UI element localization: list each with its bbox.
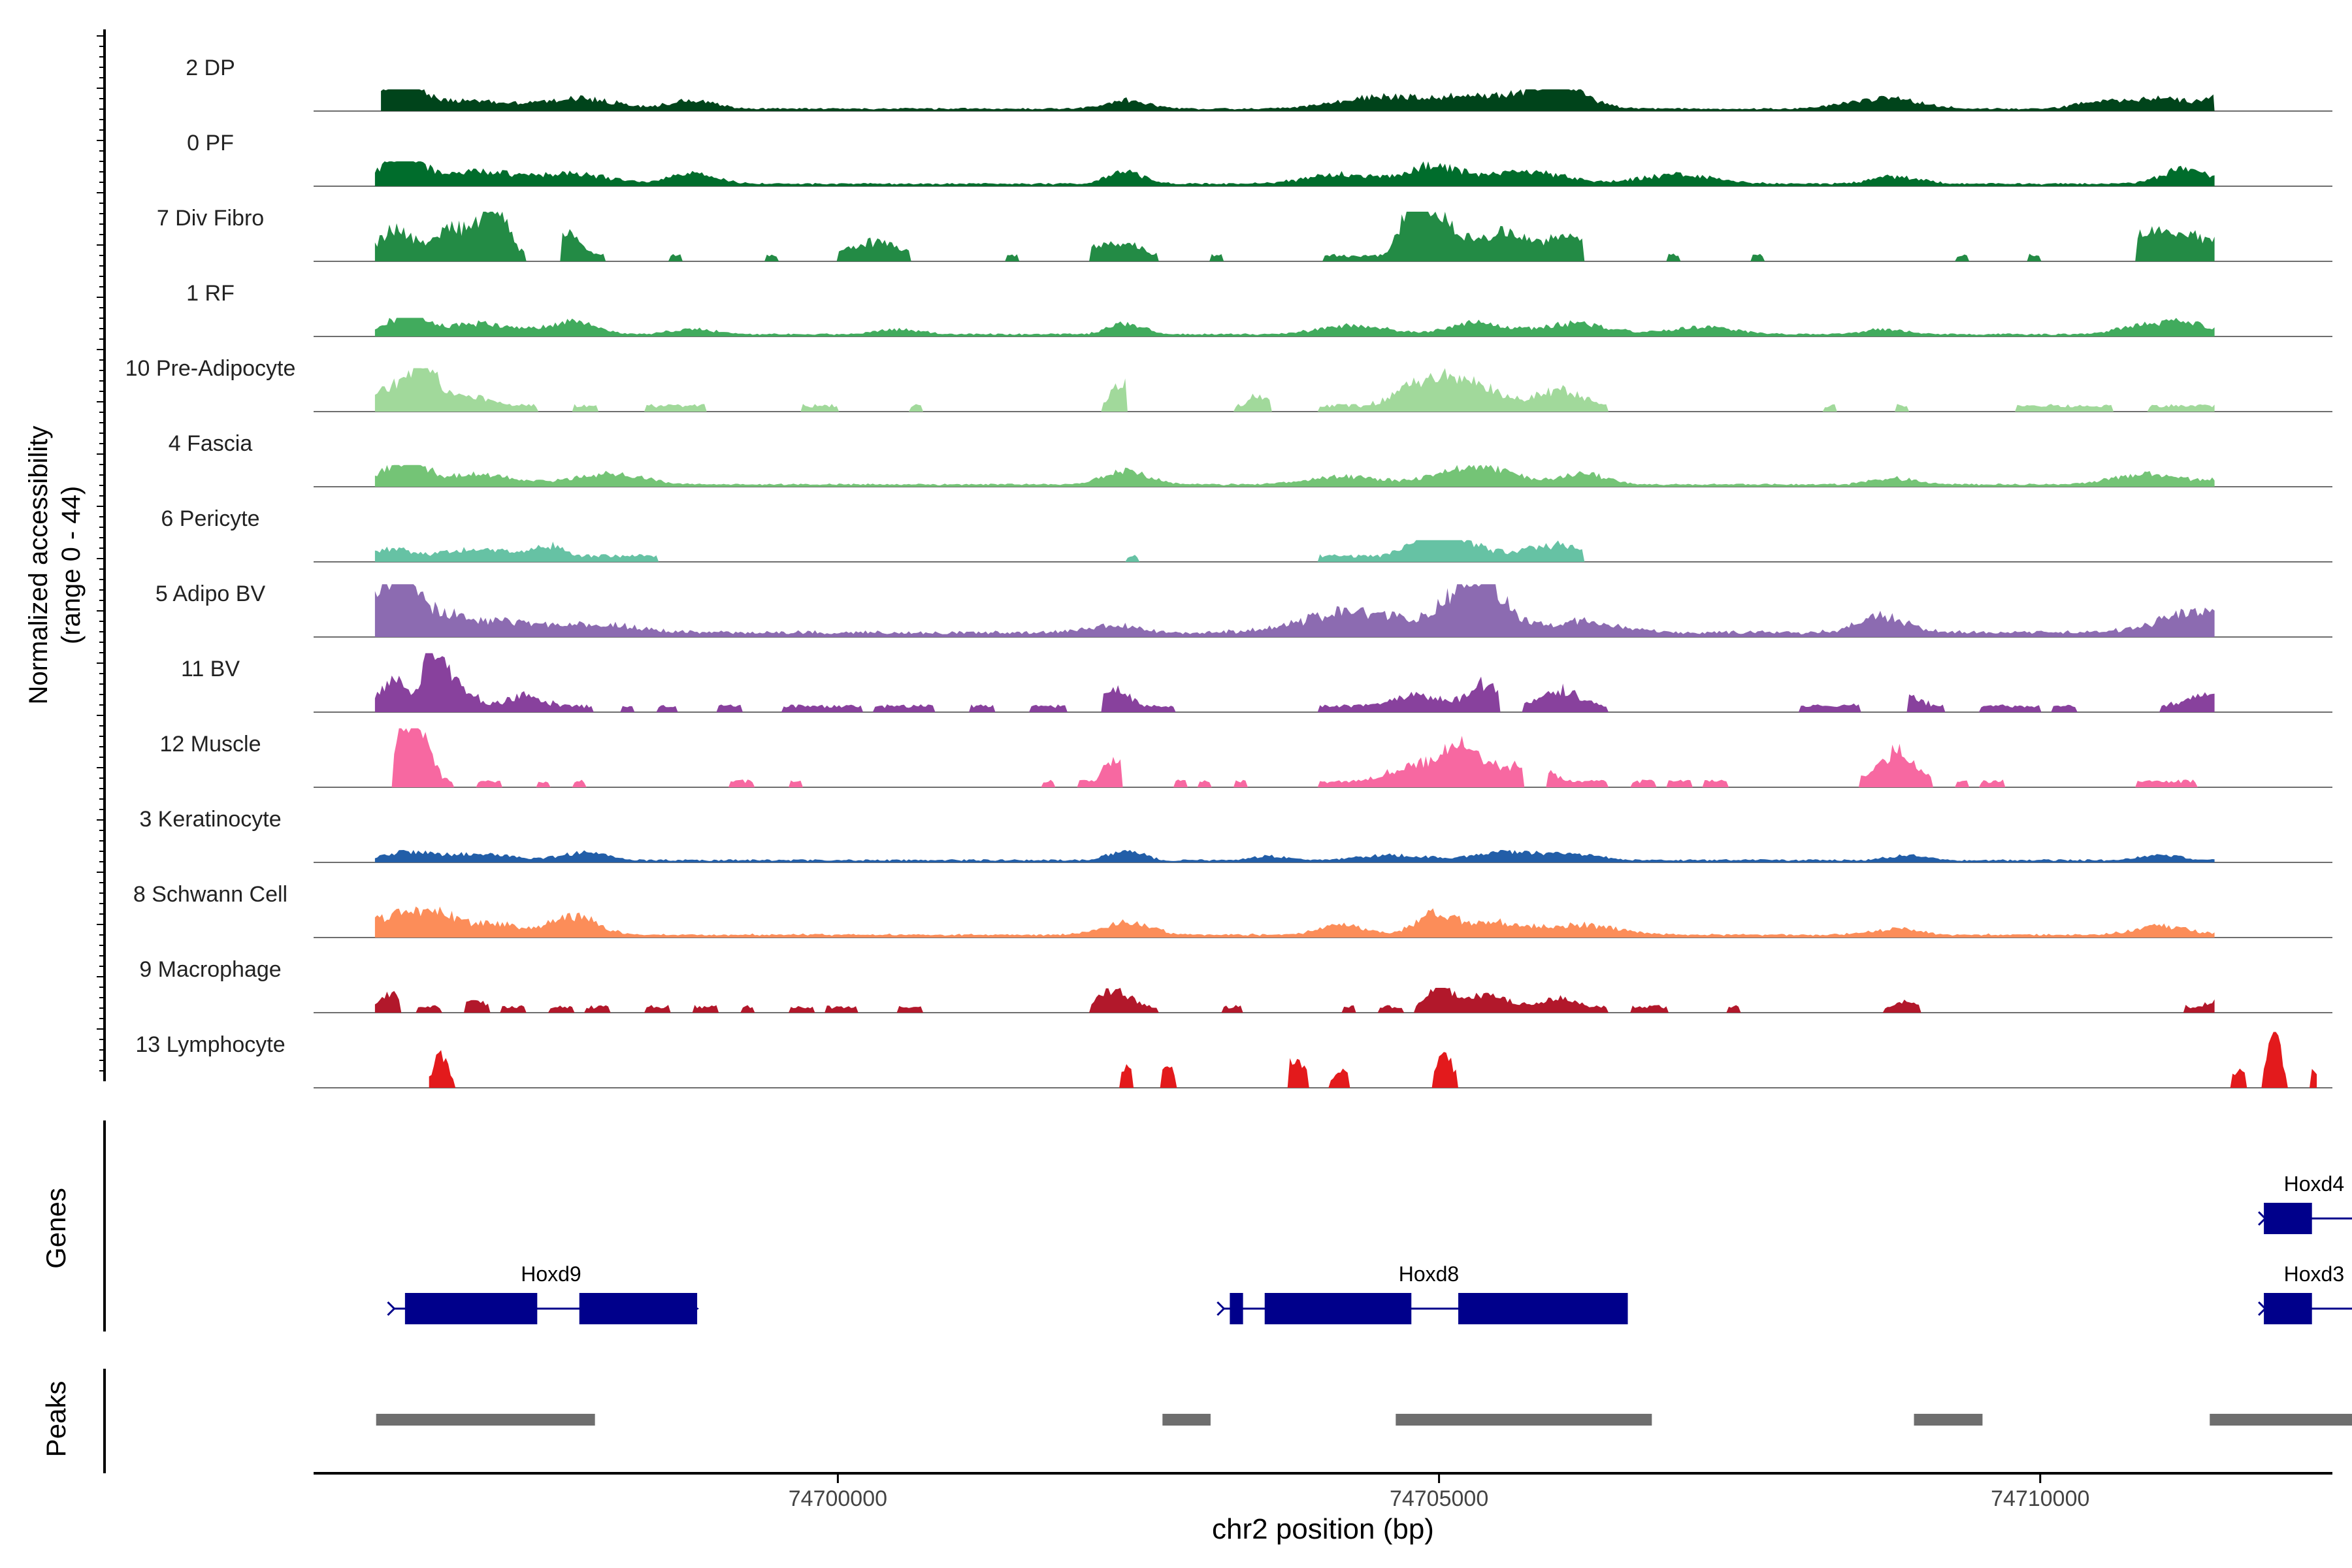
track-2: 0 PF [187,131,2332,187]
track-10: 12 Muscle [160,728,2332,788]
track-label: 11 BV [181,657,240,681]
y-axis-label-group: Normalized accessibility (range 0 - 44) [24,426,86,705]
x-axis-ticks: 74700000 74705000 74710000 [789,1473,2089,1511]
peaks-panel-label: Peaks [41,1381,71,1458]
track-label: 12 Muscle [160,732,261,757]
track-coverage-area [374,653,2215,712]
gene-hoxd3: Hoxd3 [2258,1262,2352,1324]
track-13: 9 Macrophage [139,957,2332,1013]
track-label: 6 Pericyte [161,506,259,531]
track-4: 1 RF [186,281,2332,337]
gene-label: Hoxd4 [2284,1172,2345,1196]
x-axis-label: chr2 position (bp) [1212,1513,1434,1545]
genes-panel-label: Genes [41,1188,71,1269]
x-tick-label: 74705000 [1390,1486,1488,1511]
gene-annotations: Hoxd4 Hoxd9 Hoxd8 Hoxd3 [387,1172,2352,1324]
track-coverage-area [374,850,2215,862]
track-6: 4 Fascia [169,431,2332,487]
gene-exon [2264,1203,2312,1234]
track-label: 1 RF [186,281,235,306]
track-coverage-area [374,465,2215,487]
peak-region [1396,1414,1652,1426]
gene-start-marker [387,1301,396,1316]
peak-region [2210,1414,2352,1426]
peak-region [1162,1414,1211,1426]
peaks-panel-label-group: Peaks [41,1381,71,1458]
gene-label: Hoxd3 [2284,1262,2345,1286]
track-label: 9 Macrophage [139,957,281,982]
track-coverage-area [374,212,2215,261]
track-5: 10 Pre-Adipocyte [125,356,2332,412]
gene-label: Hoxd8 [1399,1262,1460,1286]
track-1: 2 DP [186,56,2332,112]
gene-exon [1264,1293,1412,1324]
track-label: 3 Keratinocyte [139,807,281,832]
x-tick-label: 74710000 [1991,1486,2089,1511]
track-label: 5 Adipo BV [155,581,266,606]
track-coverage-area [374,161,2215,186]
track-label: 8 Schwann Cell [133,882,287,907]
gene-exon [1230,1293,1243,1324]
track-coverage-area [374,584,2215,637]
track-label: 2 DP [186,56,235,80]
track-12: 8 Schwann Cell [133,882,2332,938]
track-label: 10 Pre-Adipocyte [125,356,296,381]
coverage-tracks: 2 DP 0 PF 7 Div Fibro 1 RF 10 Pre-Adipocyte 4… [125,56,2332,1088]
gene-label: Hoxd9 [521,1262,581,1286]
gene-exon [1458,1293,1628,1324]
peak-region [376,1414,595,1426]
x-tick-label: 74700000 [789,1486,887,1511]
genes-panel-label-group: Genes [41,1188,71,1269]
track-coverage-area [374,318,2215,336]
track-coverage-area [374,906,2215,938]
gene-hoxd8: Hoxd8 [1217,1262,1628,1324]
track-label: 7 Div Fibro [157,206,264,231]
track-label: 0 PF [187,131,234,155]
gene-exon [404,1293,538,1324]
gene-exon [579,1293,698,1324]
peak-region [1914,1414,1983,1426]
gene-hoxd4: Hoxd4 [2258,1172,2352,1234]
track-coverage-area [374,368,2215,412]
track-3: 7 Div Fibro [157,206,2332,262]
gene-hoxd9: Hoxd9 [387,1262,699,1324]
peak-regions [376,1414,2352,1426]
track-label: 4 Fascia [169,431,253,456]
y-axis-label-line2: (range 0 - 44) [57,486,86,644]
track-11: 3 Keratinocyte [139,807,2332,863]
gene-start-marker [1217,1301,1226,1316]
track-coverage-area [374,988,2215,1013]
gene-exon [2264,1293,2312,1324]
track-coverage-area [381,89,2215,111]
track-label: 13 Lymphocyte [135,1032,285,1057]
track-coverage-area [374,540,2215,562]
y-axis-label-line1: Normalized accessibility [24,426,53,705]
track-14: 13 Lymphocyte [135,1032,2332,1088]
track-9: 11 BV [181,653,2332,713]
coverage-y-ticks [97,35,105,1071]
track-7: 6 Pericyte [161,506,2332,563]
track-8: 5 Adipo BV [155,581,2332,638]
